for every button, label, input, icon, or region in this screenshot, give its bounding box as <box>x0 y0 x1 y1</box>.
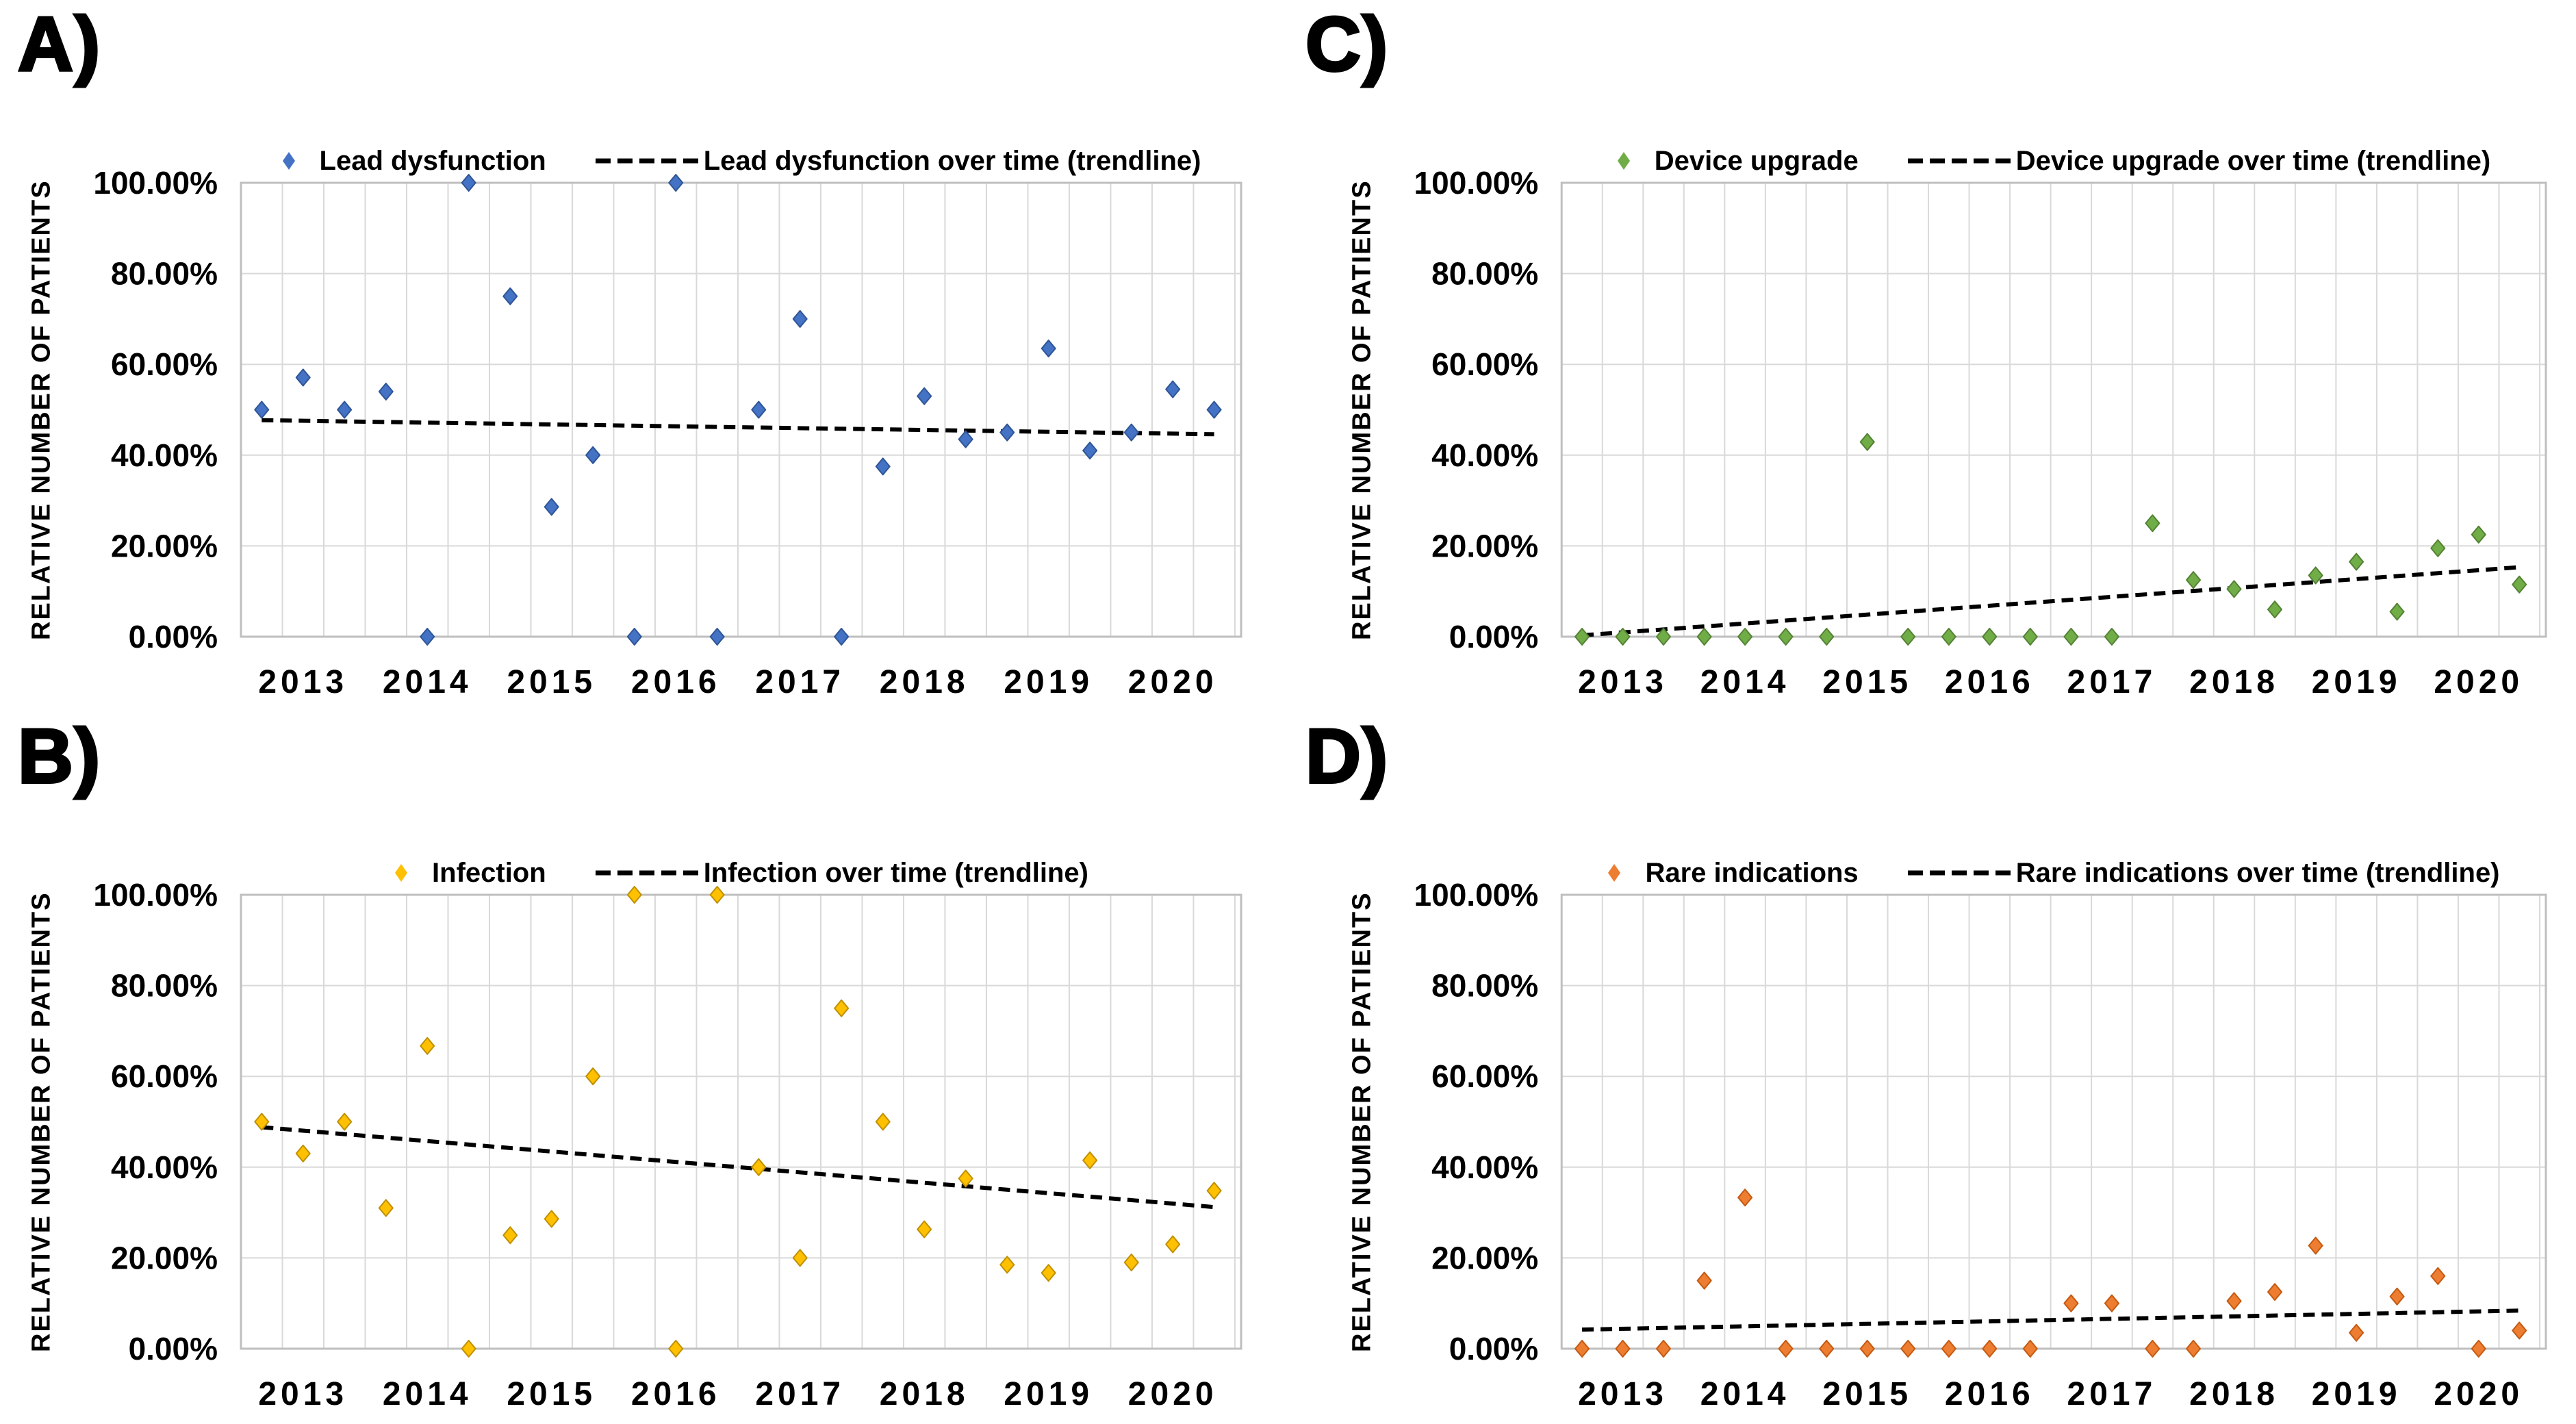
svg-text:2017: 2017 <box>755 664 845 700</box>
scatter-plot-infection: 100.00% 80.00% 60.00% 40.00% 20.00% 0.00% 2013… <box>93 877 1242 1412</box>
svg-text:2016: 2016 <box>1945 1376 2035 1412</box>
svg-text:2019: 2019 <box>2312 1376 2401 1412</box>
legend-b: Infection Infection over time (trendline… <box>241 853 1241 893</box>
scatter-plot-device-upgrade: 100.00% 80.00% 60.00% 40.00% 20.00% 0.00% 2013… <box>1414 165 2547 700</box>
legend-series-label: Infection <box>432 857 546 888</box>
trendline-sample-icon <box>1907 868 2011 878</box>
svg-text:2013: 2013 <box>258 664 348 700</box>
svg-text:80.00%: 80.00% <box>1431 256 1538 292</box>
scatter-plot-rare-indications: 100.00% 80.00% 60.00% 40.00% 20.00% 0.00% 2013… <box>1414 877 2547 1412</box>
svg-text:2017: 2017 <box>2067 1376 2157 1412</box>
panel-letter-b: B) <box>16 712 102 800</box>
svg-text:40.00%: 40.00% <box>111 1149 218 1185</box>
svg-text:2020: 2020 <box>2434 664 2523 700</box>
svg-text:2018: 2018 <box>880 1376 969 1412</box>
panel-letter-c: C) <box>1304 0 1390 88</box>
svg-text:60.00%: 60.00% <box>111 346 218 382</box>
svg-text:2014: 2014 <box>383 664 472 700</box>
legend-series-label: Device upgrade <box>1654 145 1859 176</box>
svg-text:2015: 2015 <box>507 664 596 700</box>
svg-text:2016: 2016 <box>1945 664 2035 700</box>
svg-text:2017: 2017 <box>2067 664 2157 700</box>
series-marker-icon <box>394 863 409 883</box>
svg-text:0.00%: 0.00% <box>129 1331 218 1366</box>
series-marker-icon <box>281 151 296 171</box>
svg-text:2018: 2018 <box>880 664 969 700</box>
svg-text:2013: 2013 <box>1578 664 1668 700</box>
trendline-sample-icon <box>1907 156 2011 166</box>
svg-text:2016: 2016 <box>631 1376 721 1412</box>
svg-text:2019: 2019 <box>1004 1376 1093 1412</box>
panel-c: C) Device upgrade Device upgrade over ti… <box>1288 0 2576 712</box>
svg-text:60.00%: 60.00% <box>1431 1058 1538 1094</box>
svg-text:2018: 2018 <box>2189 1376 2279 1412</box>
svg-text:100.00%: 100.00% <box>1414 877 1539 913</box>
svg-text:40.00%: 40.00% <box>111 437 218 473</box>
svg-text:2013: 2013 <box>258 1376 348 1412</box>
svg-text:2019: 2019 <box>2312 664 2401 700</box>
legend-series-label: Lead dysfunction <box>319 145 546 176</box>
svg-text:2018: 2018 <box>2189 664 2279 700</box>
legend-c: Device upgrade Device upgrade over time … <box>1561 141 2545 181</box>
svg-text:0.00%: 0.00% <box>1449 1331 1538 1366</box>
svg-text:2017: 2017 <box>755 1376 845 1412</box>
svg-text:20.00%: 20.00% <box>1431 528 1538 563</box>
panel-b: B) Infection Infection over time (trendl… <box>0 712 1288 1424</box>
svg-text:2020: 2020 <box>1128 1376 1218 1412</box>
trendline-sample-icon <box>595 868 698 878</box>
scatter-plot-lead-dysfunction: 100.00% 80.00% 60.00% 40.00% 20.00% 0.00% 2013… <box>93 165 1242 700</box>
svg-text:2020: 2020 <box>2434 1376 2523 1412</box>
svg-text:2020: 2020 <box>1128 664 1218 700</box>
svg-text:100.00%: 100.00% <box>1414 165 1539 201</box>
svg-text:60.00%: 60.00% <box>1431 346 1538 382</box>
svg-text:80.00%: 80.00% <box>111 968 218 1004</box>
svg-text:80.00%: 80.00% <box>1431 968 1538 1004</box>
trendline-sample-icon <box>595 156 698 166</box>
svg-text:60.00%: 60.00% <box>111 1058 218 1094</box>
legend-a: Lead dysfunction Lead dysfunction over t… <box>241 141 1241 181</box>
panel-letter-a: A) <box>16 0 102 88</box>
svg-text:2014: 2014 <box>1700 1376 1790 1412</box>
svg-text:2019: 2019 <box>1004 664 1093 700</box>
legend-trend-label: Infection over time (trendline) <box>703 857 1088 888</box>
svg-text:2016: 2016 <box>631 664 721 700</box>
svg-text:2014: 2014 <box>1700 664 1790 700</box>
panel-d: D) Rare indications Rare indications ove… <box>1288 712 2576 1424</box>
legend-d: Rare indications Rare indications over t… <box>1561 853 2545 893</box>
legend-trend-label: Rare indications over time (trendline) <box>2015 857 2500 888</box>
svg-text:40.00%: 40.00% <box>1431 437 1538 473</box>
svg-text:40.00%: 40.00% <box>1431 1149 1538 1185</box>
svg-text:2015: 2015 <box>1822 664 1912 700</box>
svg-text:80.00%: 80.00% <box>111 256 218 292</box>
svg-text:2013: 2013 <box>1578 1376 1668 1412</box>
svg-text:20.00%: 20.00% <box>111 1240 218 1275</box>
panel-letter-d: D) <box>1304 712 1390 800</box>
legend-series-label: Rare indications <box>1645 857 1859 888</box>
svg-text:20.00%: 20.00% <box>1431 1240 1538 1275</box>
svg-text:2014: 2014 <box>383 1376 472 1412</box>
svg-text:2015: 2015 <box>507 1376 596 1412</box>
svg-text:2015: 2015 <box>1822 1376 1912 1412</box>
series-marker-icon <box>1616 151 1631 171</box>
svg-text:0.00%: 0.00% <box>129 619 218 654</box>
svg-text:20.00%: 20.00% <box>111 528 218 563</box>
svg-text:100.00%: 100.00% <box>93 165 218 201</box>
series-marker-icon <box>1607 863 1622 883</box>
panel-a: A) Lead dysfunction Lead dysfunction ove… <box>0 0 1288 712</box>
legend-trend-label: Device upgrade over time (trendline) <box>2015 145 2491 176</box>
svg-text:100.00%: 100.00% <box>93 877 218 913</box>
legend-trend-label: Lead dysfunction over time (trendline) <box>703 145 1201 176</box>
svg-text:0.00%: 0.00% <box>1449 619 1538 654</box>
